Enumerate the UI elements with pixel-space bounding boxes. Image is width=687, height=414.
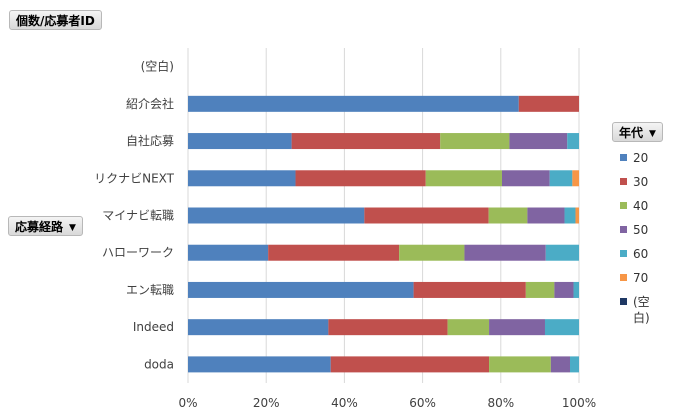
bar-segment	[525, 281, 555, 298]
bar-segment	[188, 170, 296, 187]
bar-segment	[464, 244, 546, 261]
legend-swatch	[620, 154, 627, 161]
bar-segment	[545, 244, 579, 261]
values-field-label: 個数/応募者ID	[16, 14, 95, 28]
bar-segment	[399, 244, 465, 261]
bar-segment	[575, 207, 579, 224]
row-field-label: 応募経路	[15, 220, 64, 234]
dropdown-arrow-icon: ▼	[649, 129, 656, 139]
category-label: リクナビNEXT	[94, 171, 175, 185]
legend-swatch	[620, 226, 627, 233]
x-tick-label: 20%	[253, 396, 280, 410]
values-field-button[interactable]: 個数/応募者ID	[9, 10, 102, 30]
bar-segment	[295, 170, 426, 187]
bar-segment	[447, 319, 490, 336]
bar-segment	[188, 133, 292, 150]
bar-segment	[330, 356, 490, 373]
legend-swatch	[620, 250, 627, 257]
bar-segment	[572, 170, 579, 187]
category-label: 自社応募	[126, 133, 174, 148]
legend-label: 30	[633, 175, 649, 189]
legend-label: 50	[633, 223, 649, 237]
legend-label: 70	[633, 271, 649, 285]
bar-segment	[188, 95, 519, 112]
category-label: エン転職	[126, 283, 174, 297]
bar-segment	[413, 281, 526, 298]
bar-segment	[527, 207, 565, 224]
bar-segment	[425, 170, 502, 187]
bar-segment	[501, 170, 550, 187]
legend-swatch	[620, 202, 627, 209]
bar-segment	[567, 133, 579, 150]
bar-segment	[573, 281, 579, 298]
x-tick-label: 0%	[178, 396, 197, 410]
category-label: マイナビ転職	[102, 209, 174, 223]
x-tick-label: 80%	[487, 396, 514, 410]
x-tick-label: 60%	[409, 396, 436, 410]
bar-segment	[489, 319, 545, 336]
category-label: Indeed	[133, 320, 174, 334]
x-tick-label: 100%	[562, 396, 596, 410]
bar-segment	[564, 207, 576, 224]
legend-label: 60	[633, 247, 649, 261]
bar-segment	[188, 319, 329, 336]
bar-segment	[488, 207, 528, 224]
bar-segment	[544, 319, 579, 336]
legend-label: 20	[633, 151, 649, 165]
legend-swatch	[620, 274, 627, 281]
bar-segment	[570, 356, 579, 373]
bar-segment	[554, 281, 574, 298]
bar-segment	[549, 170, 573, 187]
bar-segment	[188, 207, 365, 224]
bar-segment	[489, 356, 551, 373]
dropdown-arrow-icon: ▼	[69, 223, 76, 233]
bar-segment	[550, 356, 571, 373]
bar-segment	[364, 207, 489, 224]
category-label: 紹介会社	[126, 96, 174, 111]
bar-segment	[291, 133, 441, 150]
legend-field-button[interactable]: 年代 ▼	[612, 122, 663, 142]
row-field-button[interactable]: 応募経路 ▼	[8, 216, 83, 236]
legend-field-label: 年代	[619, 126, 644, 140]
bar-segment	[188, 356, 331, 373]
bar-segment	[509, 133, 568, 150]
category-label: doda	[144, 357, 174, 371]
bar-segment	[328, 319, 448, 336]
bar-segment	[518, 95, 579, 112]
legend-label: 40	[633, 199, 649, 213]
legend-swatch	[620, 178, 627, 185]
bar-segment	[268, 244, 400, 261]
bar-segment	[188, 244, 269, 261]
category-label: ハローワーク	[102, 246, 174, 260]
x-tick-label: 40%	[331, 396, 358, 410]
bar-segment	[188, 281, 414, 298]
legend-swatch	[620, 298, 627, 305]
bar-segment	[440, 133, 510, 150]
legend-label: (空白)	[633, 295, 650, 325]
category-label: (空白)	[141, 59, 174, 74]
